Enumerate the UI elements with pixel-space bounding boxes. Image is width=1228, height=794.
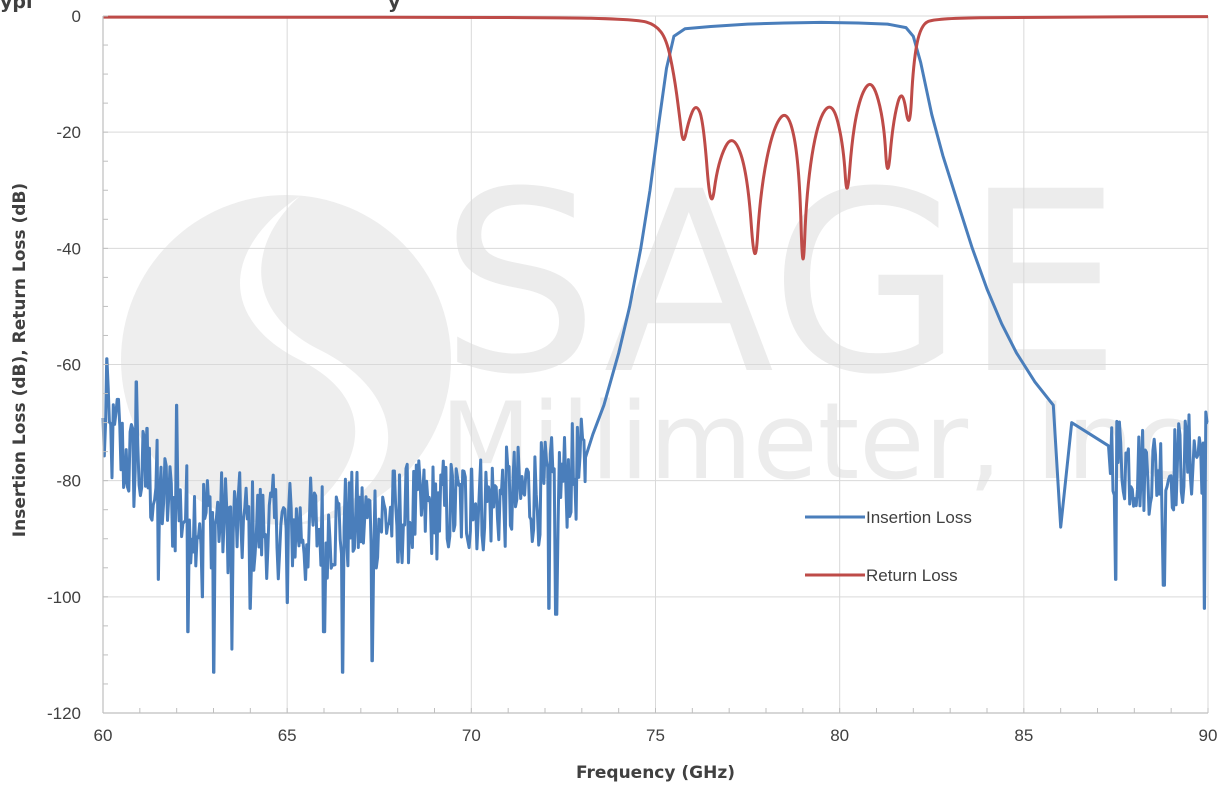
x-tick-label: 90 — [1199, 726, 1218, 745]
y-tick-label: -80 — [56, 472, 81, 491]
series-line-return-loss — [102, 15, 1209, 261]
x-tick-label: 70 — [462, 726, 481, 745]
legend-label-0: Insertion Loss — [866, 508, 972, 527]
x-tick-label: 65 — [278, 726, 297, 745]
legend-label-1: Return Loss — [866, 566, 958, 585]
legend: Insertion Loss Return Loss — [805, 508, 972, 585]
y-tick-label: -40 — [56, 239, 81, 258]
y-tick-label: -60 — [56, 356, 81, 375]
grid — [102, 15, 1209, 714]
y-axis-title: Insertion Loss (dB), Return Loss (dB) — [10, 183, 30, 537]
series-line-insertion-loss — [101, 20, 1209, 674]
x-tick-label: 75 — [646, 726, 665, 745]
x-axis-title: Frequency (GHz) — [576, 763, 735, 783]
y-tick-label: -100 — [47, 588, 81, 607]
y-tick-label: 0 — [72, 7, 81, 26]
watermark-swirl — [240, 196, 389, 525]
axes: 60 65 70 75 80 85 90 0 -20 -40 -60 -80 -100 -120 Frequ… — [0, 0, 1217, 783]
x-tick-label: 60 — [94, 726, 113, 745]
y-tick-label: -120 — [47, 704, 81, 723]
y-tick-label: -20 — [56, 123, 81, 142]
x-tick-label: 85 — [1014, 726, 1033, 745]
series-layer — [101, 15, 1209, 674]
chart-title-fragment-2: y — [388, 0, 401, 13]
chart-title-fragment: ypi — [0, 0, 33, 13]
watermark-main-text: SAGE — [440, 138, 1122, 429]
x-tick-label: 80 — [830, 726, 849, 745]
